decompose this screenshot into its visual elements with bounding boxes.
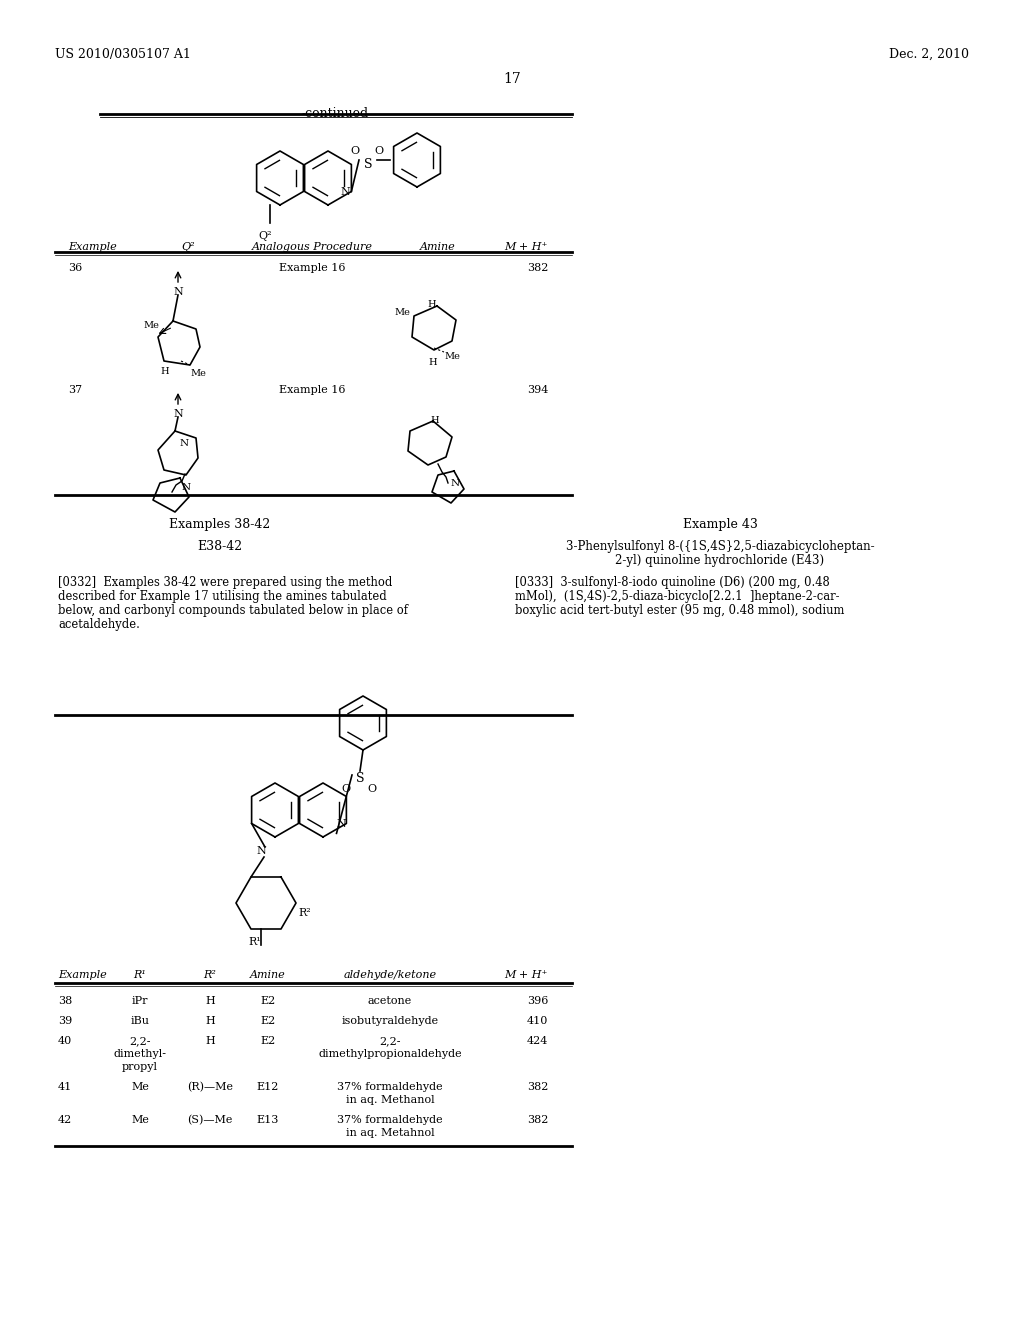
Text: 37: 37 (68, 385, 82, 395)
Text: E38-42: E38-42 (198, 540, 243, 553)
Text: dimethylpropionaldehyde: dimethylpropionaldehyde (318, 1049, 462, 1059)
Text: Amine: Amine (420, 242, 456, 252)
Text: Example 16: Example 16 (279, 263, 345, 273)
Text: [0332]  Examples 38-42 were prepared using the method: [0332] Examples 38-42 were prepared usin… (58, 576, 392, 589)
Text: Me: Me (190, 370, 206, 378)
Text: E13: E13 (257, 1115, 280, 1125)
Text: iBu: iBu (130, 1016, 150, 1026)
Text: 42: 42 (58, 1115, 73, 1125)
Text: O: O (368, 784, 377, 795)
Text: H: H (430, 416, 438, 425)
Text: 37% formaldehyde: 37% formaldehyde (337, 1115, 442, 1125)
Text: R¹: R¹ (133, 970, 146, 979)
Text: Me: Me (394, 308, 410, 317)
Text: 410: 410 (526, 1016, 548, 1026)
Text: E2: E2 (260, 1036, 275, 1045)
Text: 38: 38 (58, 997, 73, 1006)
Text: dimethyl-: dimethyl- (114, 1049, 167, 1059)
Text: H: H (205, 1016, 215, 1026)
Text: (R)—Me: (R)—Me (187, 1082, 233, 1093)
Text: N: N (451, 479, 460, 488)
Text: iPr: iPr (132, 997, 148, 1006)
Text: 36: 36 (68, 263, 82, 273)
Text: 39: 39 (58, 1016, 73, 1026)
Text: propyl: propyl (122, 1063, 158, 1072)
Text: Example: Example (68, 242, 117, 252)
Text: 37% formaldehyde: 37% formaldehyde (337, 1082, 442, 1092)
Text: Me: Me (131, 1115, 148, 1125)
Text: 394: 394 (526, 385, 548, 395)
Text: Dec. 2, 2010: Dec. 2, 2010 (889, 48, 969, 61)
Text: M + H⁺: M + H⁺ (505, 970, 548, 979)
Text: 382: 382 (526, 1115, 548, 1125)
Text: described for Example 17 utilising the amines tabulated: described for Example 17 utilising the a… (58, 590, 387, 603)
Text: H: H (205, 1036, 215, 1045)
Text: N: N (336, 818, 346, 829)
Text: N: N (340, 187, 350, 197)
Text: Me: Me (444, 352, 460, 360)
Text: 382: 382 (526, 263, 548, 273)
Text: acetaldehyde.: acetaldehyde. (58, 618, 140, 631)
Text: O: O (375, 147, 384, 156)
Text: R²: R² (204, 970, 216, 979)
Text: [0333]  3-sulfonyl-8-iodo quinoline (D6) (200 mg, 0.48: [0333] 3-sulfonyl-8-iodo quinoline (D6) … (515, 576, 829, 589)
Text: 2-yl) quinoline hydrochloride (E43): 2-yl) quinoline hydrochloride (E43) (615, 554, 824, 568)
Text: below, and carbonyl compounds tabulated below in place of: below, and carbonyl compounds tabulated … (58, 605, 408, 616)
Text: mMol),  (1S,4S)-2,5-diaza-bicyclo[2.2.1  ]heptane-2-car-: mMol), (1S,4S)-2,5-diaza-bicyclo[2.2.1 ]… (515, 590, 840, 603)
Text: N: N (182, 483, 191, 492)
Text: E2: E2 (260, 997, 275, 1006)
Text: 40: 40 (58, 1036, 73, 1045)
Text: 382: 382 (526, 1082, 548, 1092)
Text: 17: 17 (503, 73, 521, 86)
Text: 396: 396 (526, 997, 548, 1006)
Text: Example 43: Example 43 (683, 517, 758, 531)
Text: N: N (179, 440, 188, 447)
Text: aldehyde/ketone: aldehyde/ketone (343, 970, 436, 979)
Text: Amine: Amine (250, 970, 286, 979)
Text: 2,2-: 2,2- (129, 1036, 151, 1045)
Text: N: N (256, 846, 266, 855)
Text: R²: R² (298, 908, 310, 917)
Text: 3-Phenylsulfonyl 8-({1S,4S}2,5-diazabicycloheptan-: 3-Phenylsulfonyl 8-({1S,4S}2,5-diazabicy… (565, 540, 874, 553)
Text: S: S (364, 157, 373, 170)
Text: H: H (205, 997, 215, 1006)
Text: Example 16: Example 16 (279, 385, 345, 395)
Text: in aq. Methanol: in aq. Methanol (346, 1096, 434, 1105)
Text: O: O (341, 784, 350, 795)
Text: 2,2-: 2,2- (379, 1036, 400, 1045)
Text: O: O (350, 147, 359, 156)
Text: Example: Example (58, 970, 106, 979)
Text: Q²: Q² (258, 231, 271, 242)
Text: -continued: -continued (301, 107, 369, 120)
Text: H: H (427, 300, 435, 309)
Text: in aq. Metahnol: in aq. Metahnol (346, 1129, 434, 1138)
Text: Analogous Procedure: Analogous Procedure (252, 242, 373, 252)
Text: Q²: Q² (181, 242, 195, 252)
Text: 424: 424 (526, 1036, 548, 1045)
Text: M + H⁺: M + H⁺ (505, 242, 548, 252)
Text: E12: E12 (257, 1082, 280, 1092)
Text: E2: E2 (260, 1016, 275, 1026)
Text: H: H (160, 367, 169, 376)
Text: N: N (173, 409, 183, 418)
Text: isobutyraldehyde: isobutyraldehyde (341, 1016, 438, 1026)
Text: boxylic acid tert-butyl ester (95 mg, 0.48 mmol), sodium: boxylic acid tert-butyl ester (95 mg, 0.… (515, 605, 845, 616)
Text: 41: 41 (58, 1082, 73, 1092)
Text: N: N (173, 286, 183, 297)
Text: acetone: acetone (368, 997, 412, 1006)
Text: Examples 38-42: Examples 38-42 (169, 517, 270, 531)
Text: R¹: R¹ (248, 937, 261, 946)
Text: Me: Me (131, 1082, 148, 1092)
Text: US 2010/0305107 A1: US 2010/0305107 A1 (55, 48, 190, 61)
Text: H: H (428, 358, 436, 367)
Text: S: S (355, 772, 365, 785)
Text: (S)—Me: (S)—Me (187, 1115, 232, 1126)
Text: Me: Me (143, 321, 159, 330)
